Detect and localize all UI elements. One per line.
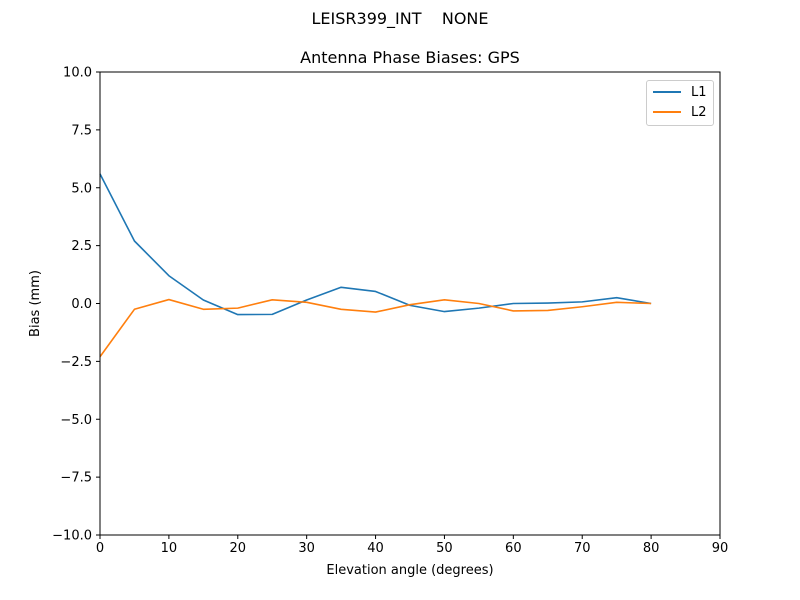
x-tick-label: 40 xyxy=(367,541,384,556)
legend-swatch-l2 xyxy=(653,111,681,113)
x-tick-label: 70 xyxy=(574,541,591,556)
plot-frame xyxy=(99,71,721,536)
x-tick-label: 50 xyxy=(436,541,453,556)
tick-layer: 0 10 20 30 40 50 60 70 80 90 −10.0 −7.5 −5.0 −2.5 0.0 2… xyxy=(52,66,728,557)
series-line-l2 xyxy=(99,298,652,358)
legend: L1 L2 xyxy=(646,80,714,126)
x-tick-label: 30 xyxy=(298,541,315,556)
y-tick-label: −2.5 xyxy=(60,355,92,370)
x-axis-label: Elevation angle (degrees) xyxy=(326,563,493,578)
legend-label-l2: L2 xyxy=(691,104,707,120)
x-tick-label: 10 xyxy=(161,541,178,556)
legend-label-l1: L1 xyxy=(691,84,707,100)
y-tick-label: −7.5 xyxy=(60,471,92,486)
figure-suptitle: LEISR399_INT NONE xyxy=(311,9,489,28)
y-tick-label: 7.5 xyxy=(71,123,92,138)
series-line-l1 xyxy=(99,173,652,316)
x-tick-label: 60 xyxy=(505,541,522,556)
legend-item-l1: L1 xyxy=(653,84,707,100)
legend-item-l2: L2 xyxy=(653,104,707,120)
y-tick-label: −10.0 xyxy=(52,529,92,544)
y-tick-label: 0.0 xyxy=(71,297,92,312)
x-tick-label: 20 xyxy=(230,541,247,556)
legend-swatch-l1 xyxy=(653,91,681,93)
y-tick-label: 2.5 xyxy=(71,239,92,254)
y-tick-label: 10.0 xyxy=(63,66,92,81)
y-tick-label: −5.0 xyxy=(60,413,92,428)
x-tick-label: 80 xyxy=(643,541,660,556)
y-tick-label: 5.0 xyxy=(71,181,92,196)
x-tick-label: 0 xyxy=(96,541,104,556)
x-tick-label: 90 xyxy=(712,541,729,556)
y-axis-label: Bias (mm) xyxy=(28,270,43,337)
series-layer xyxy=(99,173,652,358)
chart-title: Antenna Phase Biases: GPS xyxy=(300,48,520,67)
